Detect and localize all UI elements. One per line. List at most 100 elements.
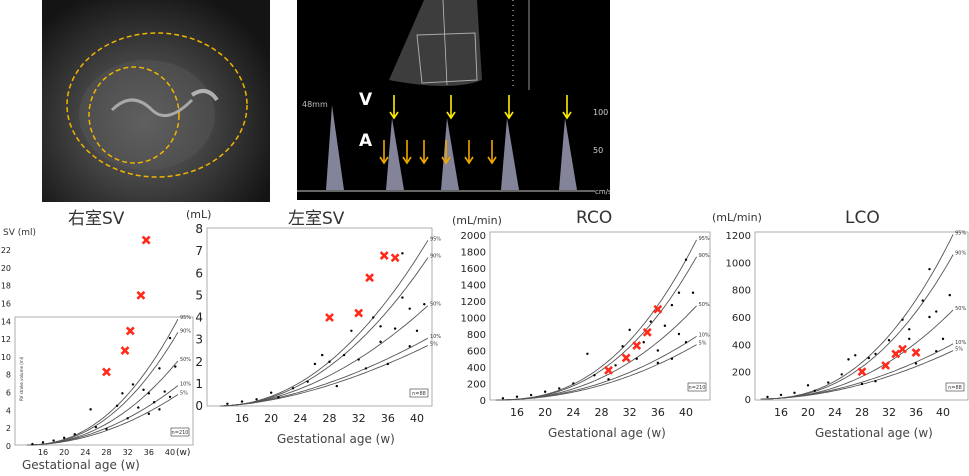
- v-label: V: [359, 90, 373, 110]
- reference-point: [126, 417, 129, 420]
- x-tick-label: 36: [144, 448, 154, 457]
- reference-point: [105, 427, 108, 431]
- patient-point: [120, 346, 130, 355]
- y-tick-label: 800: [732, 286, 751, 297]
- reference-point: [41, 441, 45, 444]
- y-tick-label: 8: [6, 371, 11, 380]
- reference-point: [649, 320, 652, 323]
- y-tick-label: 22: [1, 246, 11, 255]
- dashed-ellipse-inner: [88, 66, 180, 164]
- reference-point: [401, 252, 404, 255]
- x-tick-label: 16: [38, 448, 48, 457]
- x-tick-label: 24: [293, 412, 307, 425]
- x-tick-label: 36: [909, 406, 923, 419]
- chart-rco: 16 20 24 28 32 36 4002004006008001000120014001…: [461, 231, 711, 419]
- reference-point: [874, 352, 877, 356]
- percentile-label: 10%: [699, 332, 710, 338]
- reference-point: [408, 307, 411, 310]
- reference-point: [115, 404, 119, 407]
- a-arrow-head: [464, 156, 474, 165]
- reference-point: [642, 341, 645, 344]
- percentile-label: 5%: [955, 347, 963, 353]
- x-tick-label: 40: [679, 406, 693, 419]
- reference-point: [89, 408, 92, 411]
- x-tick-label: 40: [936, 406, 950, 419]
- reference-point: [635, 357, 638, 360]
- reference-point: [793, 391, 796, 395]
- reference-point: [914, 362, 918, 365]
- reference-point: [663, 324, 667, 327]
- percentile-curve: [760, 350, 954, 400]
- reference-point: [94, 425, 98, 429]
- x-tick-label: 28: [323, 412, 337, 425]
- y-tick-label: 4: [6, 406, 11, 415]
- reference-point: [928, 267, 931, 271]
- patient-point: [365, 273, 375, 283]
- y-tick-label: 3: [195, 333, 203, 347]
- y-tick-label: 20: [1, 264, 11, 273]
- v-arrow-head: [446, 111, 456, 120]
- a-arrow-head: [419, 156, 429, 165]
- n-label: n=88: [948, 385, 962, 391]
- reference-point: [158, 408, 161, 411]
- reference-point: [335, 384, 338, 388]
- y-tick-label: 7: [195, 244, 203, 258]
- a-arrow-head: [441, 156, 451, 165]
- x-tick-label: 16: [235, 412, 249, 425]
- reference-point: [543, 390, 547, 393]
- y-tick-label: 8: [195, 222, 203, 236]
- reference-point: [691, 291, 695, 294]
- bmode-fan: [389, 0, 482, 86]
- x-tick-label: 20: [59, 448, 69, 457]
- reference-point: [372, 316, 375, 319]
- xlabel-lvsv: Gestational age (w): [277, 432, 395, 446]
- x-tick-label: 32: [123, 448, 133, 457]
- reference-point: [677, 332, 681, 336]
- chart-title-lco: LCO: [845, 208, 880, 228]
- percentile-label: 95%: [955, 230, 966, 236]
- patient-point: [632, 341, 642, 350]
- percentile-label: 50%: [699, 302, 710, 308]
- patient-point: [102, 367, 111, 377]
- ylabel-rvsv: SV (ml): [3, 228, 37, 238]
- x-tick-label: 16: [774, 406, 788, 419]
- reference-point: [766, 395, 769, 399]
- reference-point: [393, 327, 397, 330]
- reference-point: [670, 303, 674, 307]
- x-tick-label: 36: [381, 412, 395, 425]
- percentile-label: 90%: [180, 328, 191, 334]
- doppler-peak: [386, 118, 404, 190]
- reference-point: [168, 395, 172, 399]
- percentile-label: 95%: [699, 236, 710, 242]
- reference-point: [147, 412, 151, 416]
- y-tick-label: 18: [1, 282, 11, 291]
- reference-point: [501, 397, 505, 400]
- y-tick-label: 16: [1, 299, 11, 308]
- percentile-label: 90%: [955, 251, 966, 257]
- xlabel-lco: Gestational age (w): [815, 426, 933, 440]
- y-tick-label: 6: [195, 266, 203, 280]
- patient-point: [898, 344, 907, 354]
- y-tick-label: 2: [6, 424, 11, 433]
- y-tick-label: 2: [195, 355, 203, 369]
- scale-100: 100: [593, 108, 608, 117]
- reference-point: [174, 365, 177, 368]
- reference-point: [357, 358, 360, 361]
- reference-point: [854, 354, 857, 357]
- inner-y-label: RV stroke volume (ml): [19, 356, 24, 401]
- x-tick-label: 20: [801, 406, 815, 419]
- n-label: n=210: [172, 430, 189, 436]
- reference-point: [147, 392, 151, 395]
- x-tick-label: 36: [651, 406, 665, 419]
- v-arrow-head: [504, 111, 514, 120]
- y-tick-label: 5: [195, 288, 203, 302]
- y-tick-label: 1: [195, 377, 203, 391]
- heart-shadow: [79, 60, 215, 170]
- patient-point: [881, 361, 891, 370]
- y-tick-label: 600: [732, 313, 751, 324]
- patient-point: [653, 304, 663, 314]
- patient-point: [325, 313, 334, 322]
- chart-title-rco: RCO: [576, 208, 613, 228]
